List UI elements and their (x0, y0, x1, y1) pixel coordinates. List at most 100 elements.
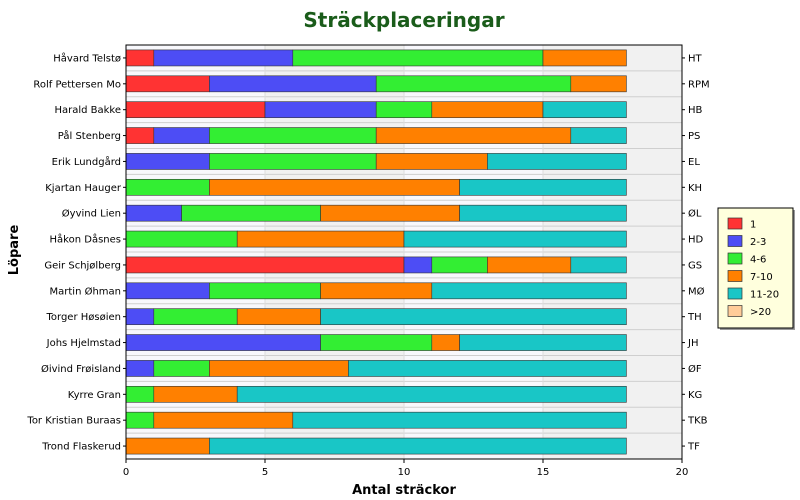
bar-segment (487, 256, 572, 274)
bar-segment (125, 385, 155, 403)
bar-segment (431, 334, 460, 351)
bar-segment (209, 178, 460, 196)
y-tick-label-right: HT (688, 53, 703, 64)
x-tick-label: 15 (537, 467, 550, 478)
bar-segment (209, 153, 377, 170)
bar-segment (570, 127, 627, 144)
y-tick-label: Harald Bakke (54, 105, 121, 116)
bar-segment (320, 308, 627, 326)
legend: 1 2-3 4-6 7-10 11-20 >20 (717, 207, 795, 330)
y-tick-label: Kjartan Hauger (45, 183, 122, 194)
y-tick-label: Øivind Frøisland (41, 363, 121, 375)
y-tick-label: Tor Kristian Buraas (26, 416, 121, 427)
bar-segment (125, 308, 155, 326)
y-tick-label: Erik Lundgård (52, 155, 121, 168)
bar-segment (209, 75, 377, 93)
y-tick-label: Håkon Dåsnes (50, 233, 121, 246)
bar-segment (125, 178, 210, 196)
y-tick-label-right: TH (687, 312, 702, 323)
y-tick-label: Øyvind Lien (62, 208, 121, 220)
bar-segment (570, 256, 627, 274)
x-tick-label: 5 (262, 467, 268, 478)
bar-segment (153, 360, 210, 377)
y-tick-label-right: TKB (687, 416, 708, 427)
legend-label: 1 (750, 220, 756, 231)
bar-segment (125, 49, 155, 67)
bar-segment (292, 411, 627, 429)
legend-swatch (727, 270, 743, 282)
bar-segment (153, 127, 210, 144)
x-tick-label: 10 (398, 467, 411, 478)
bar-segment (125, 334, 321, 351)
y-tick-label: Martin Øhman (50, 285, 122, 297)
y-tick-label: Geir Schjølberg (44, 260, 121, 271)
y-tick-label-right: PS (688, 131, 700, 142)
bar-segment (125, 411, 155, 429)
y-tick-label-right: ØF (688, 363, 702, 375)
y-tick-label: Pål Stenberg (58, 129, 121, 142)
bar-segment (153, 308, 238, 326)
legend-label: 4-6 (750, 255, 766, 266)
bar-segment (403, 256, 433, 274)
y-axis-title: Löpare (7, 225, 22, 276)
bar-segment (209, 360, 349, 377)
bar-segment (375, 75, 572, 93)
y-tick-label: Trond Flaskerud (41, 442, 121, 453)
y-tick-label-right: MØ (688, 285, 705, 297)
y-tick-label: Johs Hjelmstad (46, 338, 121, 349)
y-tick-label-right: KG (688, 390, 702, 401)
bar-segment (542, 49, 627, 67)
bar-segment (403, 230, 627, 248)
legend-swatch (727, 252, 743, 265)
y-tick-label: Rolf Pettersen Mo (33, 79, 121, 90)
bar-segment (320, 282, 433, 300)
bar-segment (375, 153, 488, 170)
bar-segment (181, 204, 321, 222)
chart-title: Sträckplaceringar (303, 8, 504, 32)
bar-segment (348, 360, 627, 377)
bar-segment (125, 127, 155, 144)
y-tick-label-right: TF (687, 442, 700, 453)
legend-label: 7-10 (750, 272, 773, 283)
bar-segment (125, 101, 266, 119)
bar-segment (153, 49, 294, 67)
y-tick-label-right: EL (688, 157, 700, 168)
y-tick-label-right: HB (688, 105, 703, 116)
bar-segment (125, 256, 405, 274)
y-tick-label-right: KH (688, 183, 702, 194)
y-tick-label-right: RPM (688, 79, 710, 90)
bar-segment (431, 282, 627, 300)
legend-swatch (727, 305, 743, 317)
y-tick-label-right: JH (687, 338, 698, 349)
bar-segment (320, 204, 460, 222)
y-tick-label: Torger Høsøien (46, 312, 122, 323)
bar-segment (264, 101, 377, 119)
bar-segment (320, 334, 433, 351)
legend-label: 11-20 (750, 290, 779, 301)
legend-label: >20 (750, 307, 771, 318)
bar-segment (125, 230, 238, 248)
bar-segment (570, 75, 627, 93)
bar-segment (459, 178, 627, 196)
bar-segment (375, 127, 572, 144)
bar-segment (487, 153, 627, 170)
bar-segment (125, 153, 210, 170)
x-axis-title: Antal sträckor (352, 483, 456, 498)
legend-swatch (727, 217, 743, 230)
bar-segment (153, 385, 238, 403)
bar-segment (125, 360, 155, 377)
bar-segment (236, 308, 321, 326)
bar-segment (459, 204, 627, 222)
bar-segment (431, 101, 544, 119)
bar-segment (125, 437, 210, 455)
bar-segment (375, 101, 433, 119)
x-tick-label: 0 (123, 467, 129, 478)
bar-segment (125, 75, 210, 93)
legend-swatch (727, 287, 743, 300)
bar-segment (153, 411, 294, 429)
bar-segment (209, 127, 377, 144)
bar-segment (459, 334, 627, 351)
y-tick-label: Håvard Telstø (53, 51, 121, 64)
bar-segment (542, 101, 627, 119)
